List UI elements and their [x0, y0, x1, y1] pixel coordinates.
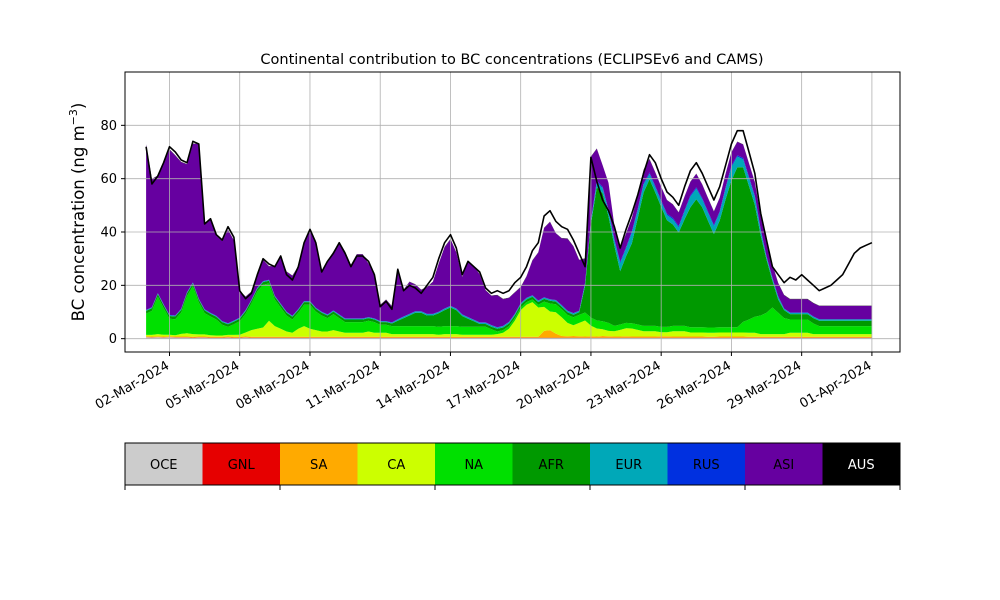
colorbar-swatch-eur: [590, 443, 668, 485]
x-tick-label: 08-Mar-2024: [233, 358, 312, 412]
area-series-sa: [146, 330, 872, 338]
colorbar-label-na: NA: [464, 458, 483, 473]
stacked-areas: [146, 141, 872, 339]
colorbar-label-afr: AFR: [539, 458, 564, 473]
x-tick-label: 02-Mar-2024: [93, 358, 172, 412]
area-series-eur: [146, 156, 872, 329]
y-tick-label: 80: [100, 119, 117, 134]
y-tick-label: 0: [109, 332, 117, 347]
gridlines: [125, 72, 900, 352]
area-series-ca: [146, 302, 872, 337]
colorbar-label-aus: AUS: [848, 458, 875, 473]
x-tick-label: 14-Mar-2024: [374, 358, 453, 412]
colorbar-swatch-rus: [667, 443, 746, 485]
x-tick-label: 20-Mar-2024: [514, 358, 593, 412]
colorbar-swatch-afr: [512, 443, 591, 485]
x-tick-label: 05-Mar-2024: [163, 358, 242, 412]
colorbar-label-sa: SA: [310, 458, 327, 473]
colorbar-label-asi: ASI: [773, 458, 794, 473]
colorbar-swatch-na: [435, 443, 513, 485]
y-tick-label: 40: [100, 226, 117, 241]
y-tick-label: 60: [100, 172, 117, 187]
colorbar-swatch-asi: [745, 443, 823, 485]
colorbar-label-eur: EUR: [615, 458, 642, 473]
colorbar-swatch-ca: [357, 443, 436, 485]
colorbar-label-rus: RUS: [693, 458, 720, 473]
y-tick-label: 20: [100, 279, 117, 294]
area-series-na: [146, 283, 872, 336]
area-series-afr: [146, 167, 872, 332]
x-tick-label: 11-Mar-2024: [304, 358, 383, 412]
area-series-asi: [146, 141, 872, 328]
x-tick-label: 29-Mar-2024: [725, 358, 804, 412]
colorbar-label-ca: CA: [387, 458, 405, 473]
legend-colorbar: OCE GNL SA CA NA AFR EUR RUS ASI AUS: [124, 442, 901, 490]
plot-frame: [124, 71, 901, 353]
colorbar-swatch-sa: [280, 443, 358, 485]
x-tick-label: 26-Mar-2024: [655, 358, 734, 412]
colorbar-label-oce: OCE: [150, 458, 178, 473]
plot-area: 0 20 40 60 80 02-Mar-202405-Mar-202408-Mar-20…: [93, 71, 901, 413]
chart-title: Continental contribution to BC concentra…: [260, 52, 763, 68]
colorbar-swatch-aus: [822, 443, 901, 485]
x-tick-label: 23-Mar-2024: [585, 358, 664, 412]
colorbar-label-gnl: GNL: [228, 458, 256, 473]
colorbar-swatch-oce: [125, 443, 203, 485]
area-series-gnl: [146, 337, 872, 338]
colorbar-frame: [124, 442, 901, 486]
colorbar-swatch-gnl: [202, 443, 281, 485]
x-tick-label: 17-Mar-2024: [444, 358, 523, 412]
x-tick-label: 01-Apr-2024: [797, 358, 874, 411]
y-axis-label: BC concentration (ng m−3): [67, 103, 88, 322]
total-line: [145, 129, 873, 311]
